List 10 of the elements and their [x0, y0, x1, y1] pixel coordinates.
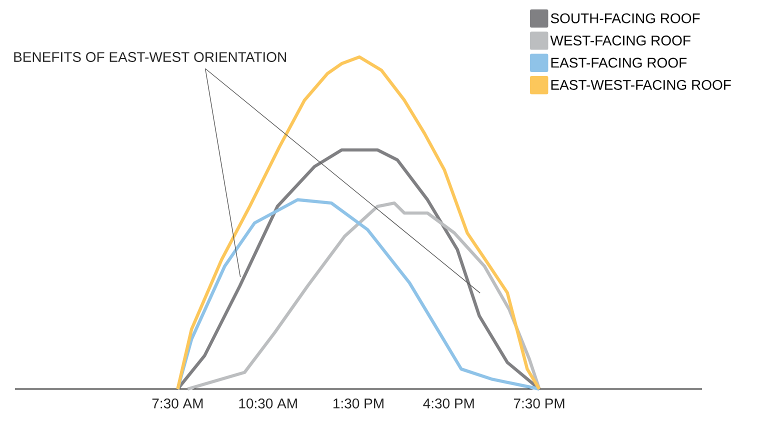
- x-tick-label: 7:30 AM: [152, 398, 203, 408]
- legend-label: SOUTH-FACING ROOF: [550, 13, 700, 24]
- x-tick-label: 10:30 AM: [239, 398, 297, 408]
- legend-label: EAST-WEST-FACING ROOF: [551, 80, 731, 90]
- x-tick-label: 1:30 PM: [334, 398, 384, 408]
- annotation: BENEFITS OF EAST-WEST ORIENTATION: [14, 52, 286, 62]
- legend-label: WEST-FACING ROOF: [550, 36, 690, 46]
- legend-label: EAST-FACING ROOF: [551, 58, 687, 68]
- x-tick-label: 4:30 PM: [423, 398, 474, 408]
- x-tick-label: 7:30 PM: [514, 398, 564, 408]
